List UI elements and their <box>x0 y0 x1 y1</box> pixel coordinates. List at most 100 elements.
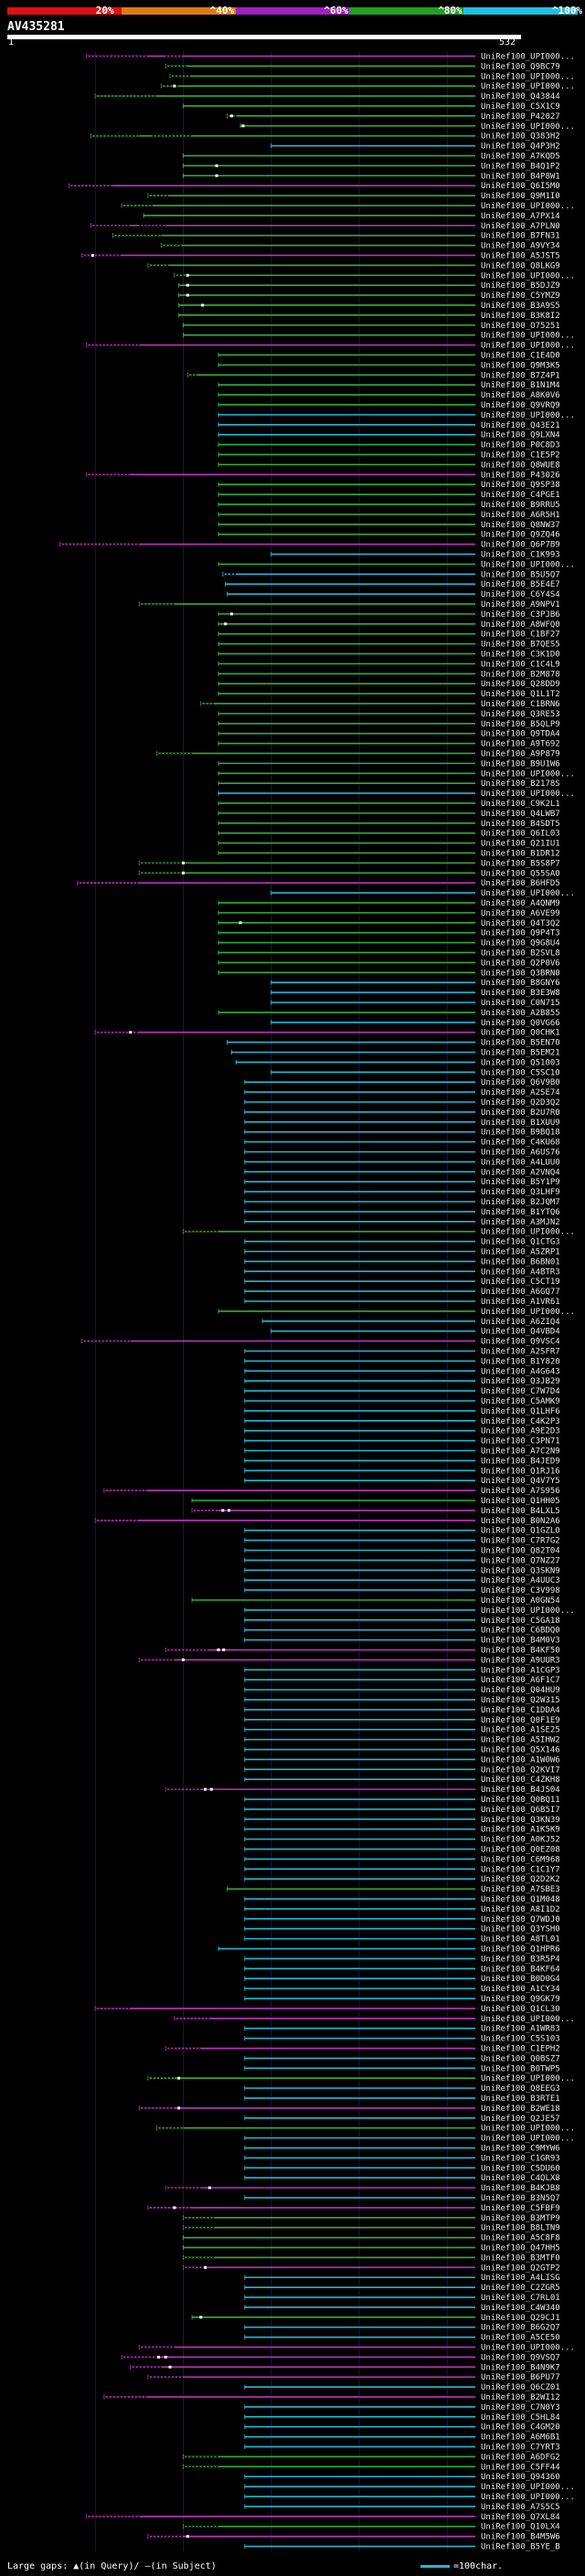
hit-label: UniRef100_A8I1D2 <box>481 1905 560 1914</box>
hit-label: UniRef100_Q3BRN0 <box>481 969 560 978</box>
hit-label: UniRef100_UPI000... <box>481 2344 575 2353</box>
hit-label: UniRef100_Q7WDJ0 <box>481 1915 560 1924</box>
hit-label: UniRef100_A7PLN0 <box>481 222 560 231</box>
hit-label: UniRef100_A2VNQ4 <box>481 1168 560 1177</box>
hit-label: UniRef100_B4M0V3 <box>481 1637 560 1646</box>
hit-label: UniRef100_B3E3W8 <box>481 989 560 998</box>
hit-label: UniRef100_B6G2Q7 <box>481 2324 560 2333</box>
hit-label: UniRef100_A0KJ52 <box>481 1836 560 1845</box>
hit-label: UniRef100_A6R5H1 <box>481 511 560 520</box>
hit-label: UniRef100_Q2P0V6 <box>481 959 560 968</box>
hit-label: UniRef100_Q0BSZ7 <box>481 2054 560 2063</box>
hit-label: UniRef100_Q28DD9 <box>481 680 560 689</box>
hit-label: UniRef100_A7PX14 <box>481 212 560 221</box>
hit-label: UniRef100_B9BQ18 <box>481 1129 560 1138</box>
hit-label: UniRef100_A9E2D3 <box>481 1427 560 1436</box>
hit-label: UniRef100_Q1CL30 <box>481 2005 560 2014</box>
hit-label: UniRef100_A9NPV1 <box>481 600 560 610</box>
hit-label: UniRef100_B4SDT5 <box>481 820 560 829</box>
hit-label: UniRef100_B5E4E7 <box>481 580 560 589</box>
hit-label: UniRef100_UPI000... <box>481 342 575 351</box>
hit-label: UniRef100_Q1M048 <box>481 1895 560 1904</box>
hit-label: UniRef100_B2SVL8 <box>481 949 560 958</box>
hit-label: UniRef100_C6BDQ0 <box>481 1627 560 1636</box>
hit-label: UniRef100_Q2D2K2 <box>481 1875 560 1884</box>
hit-label: UniRef100_UPI000... <box>481 82 575 91</box>
hit-label: UniRef100_UPI000... <box>481 769 575 779</box>
hit-label: UniRef100_O75251 <box>481 322 560 331</box>
hit-label: UniRef100_Q4LWB7 <box>481 810 560 819</box>
hit-label: UniRef100_Q8LKG9 <box>481 261 560 270</box>
hit-label: UniRef100_B5Y1P9 <box>481 1178 560 1187</box>
hit-label: UniRef100_C1EPH2 <box>481 2045 560 2054</box>
hit-label: UniRef100_B6PU77 <box>481 2373 560 2382</box>
hit-label: UniRef100_B7FN31 <box>481 232 560 241</box>
hit-label: UniRef100_Q6CZ01 <box>481 2383 560 2392</box>
hit-label: UniRef100_A4BTR3 <box>481 1267 560 1277</box>
legend-segment <box>7 7 122 15</box>
hit-label: UniRef100_Q2JE57 <box>481 2115 560 2124</box>
hit-label: UniRef100_UPI000... <box>481 72 575 81</box>
hit-label: UniRef100_Q43844 <box>481 92 560 101</box>
query-gap-marker <box>173 84 176 88</box>
query-ruler <box>7 35 521 39</box>
query-gap-marker <box>207 2186 211 2189</box>
hit-label: UniRef100_A6F1C7 <box>481 1676 560 1685</box>
hit-label: UniRef100_B4KF64 <box>481 1965 560 1974</box>
hit-label: UniRef100_UPI000... <box>481 1606 575 1616</box>
hit-label: UniRef100_A5C8F8 <box>481 2234 560 2243</box>
hit-label: UniRef100_Q0EZ08 <box>481 1846 560 1855</box>
hit-label: UniRef100_P42027 <box>481 112 560 122</box>
hit-label: UniRef100_UPI000... <box>481 202 575 211</box>
hit-label: UniRef100_A8TL01 <box>481 1935 560 1945</box>
hit-label: UniRef100_C5AMK9 <box>481 1397 560 1406</box>
legend-segment <box>349 7 464 15</box>
hit-label: UniRef100_B3RTE1 <box>481 2094 560 2104</box>
hit-label: UniRef100_A4UUC3 <box>481 1576 560 1585</box>
hit-label: UniRef100_Q29CJ1 <box>481 2314 560 2323</box>
hit-label: UniRef100_C5YMZ9 <box>481 292 560 301</box>
hit-label: UniRef100_C6Y4S4 <box>481 590 560 599</box>
hit-label: UniRef100_Q7XL84 <box>481 2513 560 2522</box>
hit-label: UniRef100_UPI000... <box>481 2015 575 2024</box>
hit-label: UniRef100_B4N9K7 <box>481 2363 560 2372</box>
hit-label: UniRef100_Q9ZQ46 <box>481 531 560 540</box>
hit-label: UniRef100_C1C4L9 <box>481 660 560 669</box>
hit-label: UniRef100_Q1HPR6 <box>481 1945 560 1955</box>
hit-label: UniRef100_UPI000... <box>481 122 575 132</box>
hit-label: UniRef100_A2B855 <box>481 1009 560 1018</box>
query-gap-marker <box>204 1787 207 1791</box>
hit-label: UniRef100_B5U5Q7 <box>481 570 560 579</box>
hit-label: UniRef100_A4LUU0 <box>481 1158 560 1167</box>
hit-label: UniRef100_B4KJB8 <box>481 2184 560 2193</box>
hit-label: UniRef100_B7QES5 <box>481 641 560 650</box>
legend-segment <box>121 7 236 15</box>
hit-label: UniRef100_A1VR61 <box>481 1298 560 1307</box>
hit-label: UniRef100_B5EM21 <box>481 1048 560 1057</box>
hit-label: UniRef100_Q9GK79 <box>481 1995 560 2004</box>
hit-label: UniRef100_Q4T3Q2 <box>481 919 560 928</box>
hit-label: UniRef100_C1K993 <box>481 550 560 559</box>
scale-text: =100char. <box>453 2561 504 2571</box>
hit-label: UniRef100_B3MTF0 <box>481 2253 560 2263</box>
hit-label: UniRef100_Q8WUE8 <box>481 461 560 470</box>
hit-label: UniRef100_Q1GZL0 <box>481 1527 560 1536</box>
hit-label: UniRef100_Q4P3H2 <box>481 143 560 152</box>
query-gap-marker <box>199 2316 203 2319</box>
hit-label: UniRef100_Q1LHF6 <box>481 1407 560 1416</box>
hit-label: UniRef100_B0D0G4 <box>481 1975 560 1984</box>
hit-label: UniRef100_B5EN70 <box>481 1039 560 1048</box>
hit-label: UniRef100_A1K5K9 <box>481 1826 560 1835</box>
hit-label: UniRef100_Q3RE53 <box>481 710 560 719</box>
query-gap-marker <box>181 1658 185 1661</box>
hit-label: UniRef100_C9K2L1 <box>481 800 560 809</box>
hit-label: UniRef100_B5YE_B <box>481 2543 560 2552</box>
hit-label: UniRef100_B1XUU9 <box>481 1118 560 1128</box>
query-title: AV435281 <box>7 20 65 34</box>
hit-label: UniRef100_B1N1M4 <box>481 381 560 390</box>
hit-label: UniRef100_Q0BQ11 <box>481 1796 560 1805</box>
scale-legend: =100char. <box>420 2561 503 2571</box>
hit-label: UniRef100_C7W7D4 <box>481 1387 560 1396</box>
hit-label: UniRef100_A2SE74 <box>481 1088 560 1097</box>
hit-label: UniRef100_C3PJB6 <box>481 610 560 620</box>
